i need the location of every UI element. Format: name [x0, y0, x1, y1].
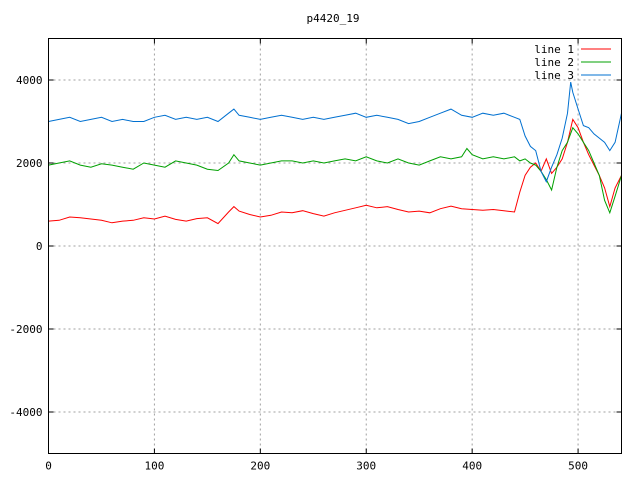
- series-layer: [48, 82, 622, 225]
- y-tick-label: -2000: [9, 323, 42, 336]
- x-tick-label: 500: [568, 460, 588, 473]
- series-line-2: [48, 126, 622, 215]
- legend-label-3: line 3: [534, 69, 574, 82]
- x-tick-label: 100: [144, 460, 164, 473]
- y-tick-label: 4000: [16, 74, 43, 87]
- legend-label-1: line 1: [534, 43, 574, 56]
- x-tick-label: 200: [250, 460, 270, 473]
- axis-ticks: 0 100 200 300 400 500 -4000 -2000 0 2000 4000: [9, 38, 622, 473]
- legend-label-2: line 2: [534, 56, 574, 69]
- x-tick-label: 300: [356, 460, 376, 473]
- y-tick-label: -4000: [9, 406, 42, 419]
- x-tick-label: 0: [45, 460, 52, 473]
- series-line-1: [48, 118, 622, 225]
- grid: [48, 38, 622, 454]
- y-tick-label: 0: [36, 240, 43, 253]
- series-line-3: [48, 82, 622, 183]
- y-tick-label: 2000: [16, 157, 43, 170]
- x-tick-label: 400: [462, 460, 482, 473]
- chart-title: p4420_19: [307, 12, 360, 25]
